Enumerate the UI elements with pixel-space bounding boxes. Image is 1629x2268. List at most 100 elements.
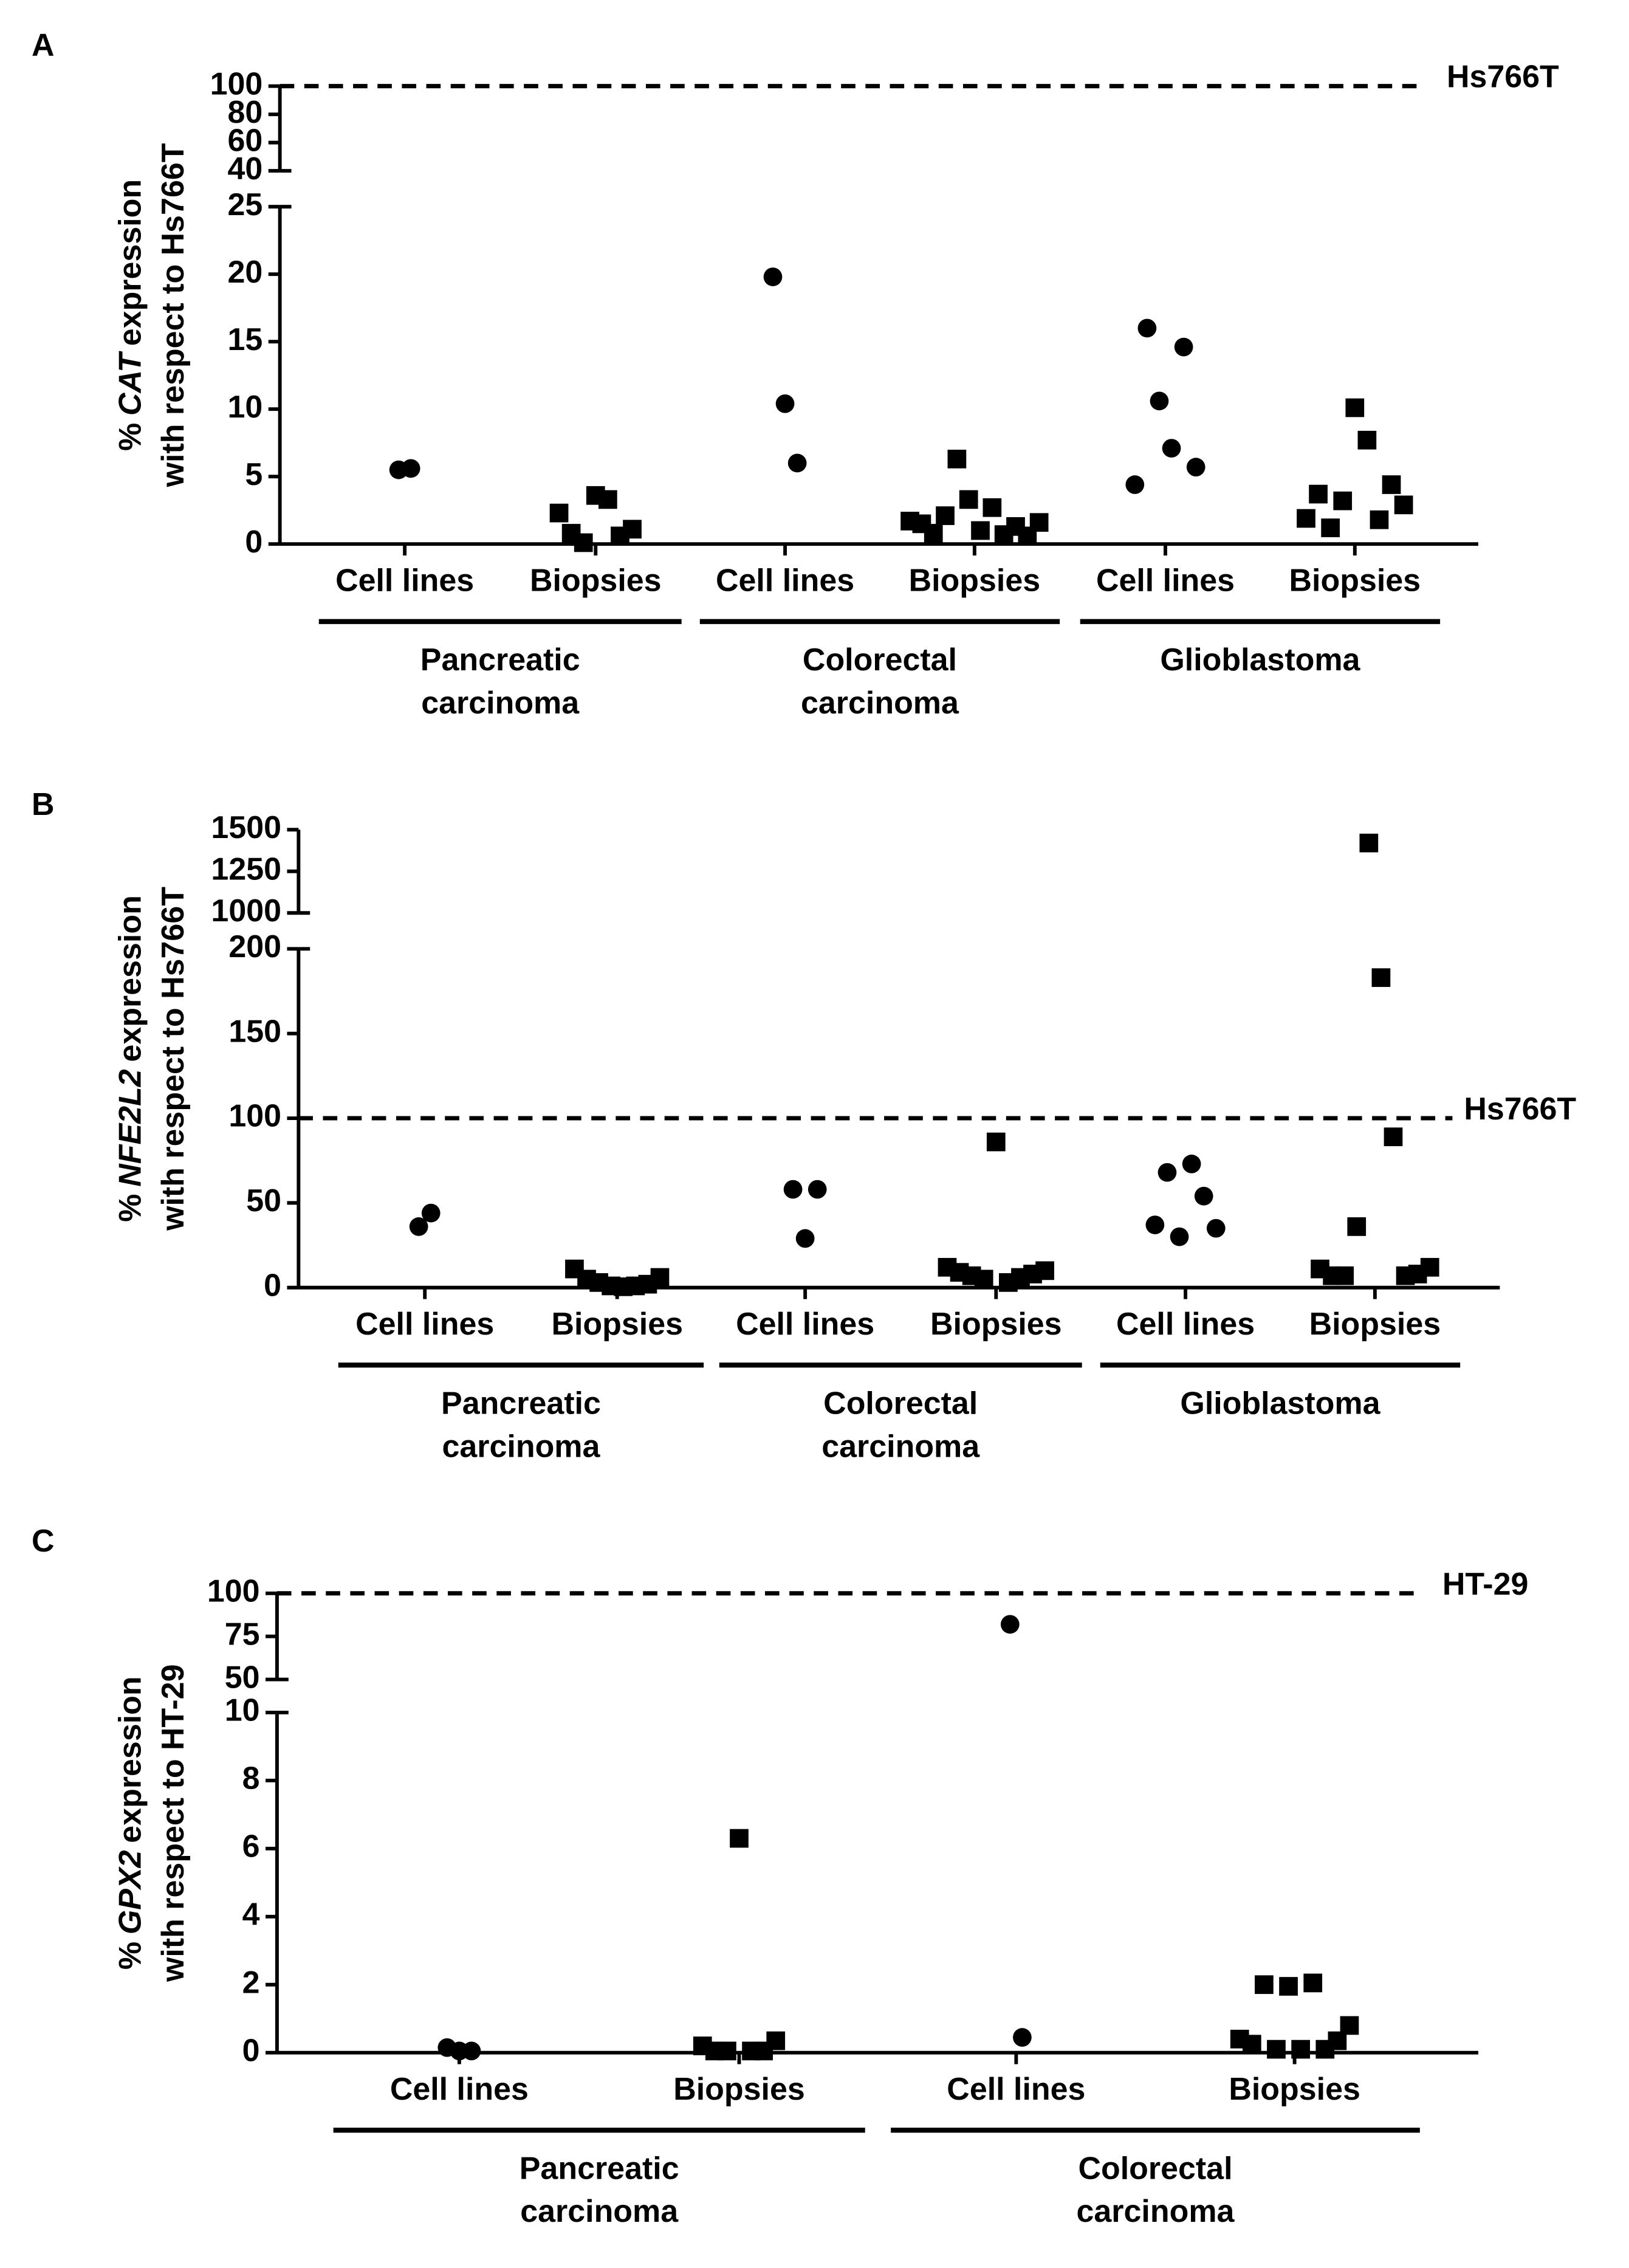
- y-axis-label: with respect to HT-29: [156, 1665, 191, 1983]
- y-axis-label: % CAT expression: [112, 179, 148, 451]
- y-tick-label: 100: [207, 1574, 260, 1609]
- data-point: [1267, 2039, 1286, 2059]
- data-point: [1206, 1218, 1226, 1238]
- data-point: [1394, 495, 1413, 515]
- y-tick-label: 40: [228, 151, 263, 187]
- data-point: [795, 1229, 815, 1248]
- data-point: [1174, 337, 1193, 357]
- y-tick-label: 100: [228, 1099, 281, 1134]
- data-point: [1125, 475, 1145, 494]
- x-tick-label: Cell lines: [390, 2072, 529, 2107]
- y-tick-label: 50: [246, 1183, 281, 1218]
- data-point: [1170, 1227, 1189, 1246]
- data-point: [1182, 1154, 1201, 1174]
- y-tick-label: 25: [228, 187, 263, 222]
- data-point: [1333, 491, 1353, 510]
- x-tick-label: Cell lines: [1096, 563, 1235, 599]
- data-point: [986, 1132, 1006, 1152]
- y-axis-label-part: CAT: [112, 351, 148, 416]
- data-point: [1255, 1975, 1274, 1995]
- y-tick-label: 10: [225, 1693, 260, 1728]
- data-point: [808, 1180, 827, 1199]
- data-point: [1157, 1163, 1177, 1182]
- data-point: [1162, 439, 1181, 458]
- data-point: [1359, 833, 1379, 853]
- group-label: Glioblastoma: [1180, 1386, 1380, 1421]
- data-point: [1309, 484, 1328, 504]
- group-label-line: Pancreatic: [420, 642, 580, 678]
- y-tick-label: 1000: [211, 893, 281, 929]
- data-point: [974, 1270, 993, 1289]
- data-point: [766, 2031, 786, 2050]
- reference-label: HT-29: [1442, 1567, 1528, 1602]
- data-point: [1321, 518, 1340, 537]
- y-axis-label: with respect to Hs766T: [156, 887, 191, 1231]
- data-point: [1340, 2016, 1359, 2035]
- data-point: [1279, 1977, 1298, 1996]
- y-tick-label: 0: [245, 524, 262, 560]
- y-tick-label: 4: [242, 1897, 260, 1932]
- data-point: [1145, 1215, 1165, 1234]
- x-tick-label: Biopsies: [1309, 1307, 1441, 1342]
- group-label: Pancreatic carcinoma: [441, 1386, 601, 1464]
- data-point: [1291, 2039, 1310, 2059]
- data-point: [462, 2041, 481, 2061]
- group-label-line: carcinoma: [801, 685, 959, 720]
- x-tick-label: Cell lines: [716, 563, 854, 599]
- panel-letter: A: [32, 28, 55, 63]
- data-point: [1194, 1186, 1213, 1206]
- reference-label: Hs766T: [1464, 1091, 1576, 1127]
- data-point: [401, 459, 420, 478]
- data-point: [1137, 318, 1157, 338]
- group-label-line: Colorectal: [803, 642, 957, 678]
- x-tick-label: Biopsies: [1289, 563, 1421, 599]
- group-label-line: Glioblastoma: [1180, 1386, 1380, 1421]
- data-point: [421, 1203, 441, 1223]
- data-point: [574, 533, 593, 552]
- data-point: [1371, 968, 1391, 988]
- panel-letter: B: [32, 787, 55, 822]
- data-point: [1297, 509, 1315, 528]
- y-axis-label-part: expression: [112, 1676, 148, 1843]
- data-point: [598, 490, 617, 509]
- data-point: [787, 453, 807, 473]
- data-point: [1335, 1266, 1354, 1285]
- data-point: [783, 1180, 803, 1199]
- group-label: Colorectal carcinoma: [1077, 2151, 1235, 2229]
- data-point: [983, 498, 1002, 517]
- data-point: [718, 2041, 736, 2061]
- data-point: [924, 524, 943, 543]
- x-tick-label: Cell lines: [335, 563, 474, 599]
- y-tick-label: 50: [225, 1660, 260, 1695]
- x-tick-label: Biopsies: [1229, 2072, 1360, 2107]
- data-point: [1242, 2035, 1261, 2054]
- data-point: [1382, 475, 1401, 494]
- data-point: [1384, 1127, 1403, 1147]
- data-point: [1186, 458, 1205, 477]
- group-label-line: carcinoma: [821, 1429, 980, 1464]
- y-tick-label: 8: [242, 1761, 260, 1796]
- y-tick-label: 5: [245, 457, 262, 492]
- y-tick-label: 10: [228, 390, 263, 425]
- y-tick-label: 20: [228, 255, 263, 290]
- data-point: [1150, 391, 1169, 411]
- y-axis-label-part: %: [112, 1194, 148, 1222]
- y-axis-label-part: expression: [112, 895, 148, 1062]
- data-point: [1420, 1257, 1439, 1277]
- data-point: [730, 1829, 749, 1848]
- y-axis-label-part: GPX2: [112, 1850, 148, 1934]
- group-label-line: Glioblastoma: [1160, 642, 1360, 678]
- y-tick-label: 150: [228, 1014, 281, 1049]
- group-label-line: Colorectal: [823, 1386, 978, 1421]
- data-point: [775, 394, 795, 413]
- x-tick-label: Cell lines: [736, 1307, 874, 1342]
- x-tick-label: Biopsies: [930, 1307, 1062, 1342]
- y-axis-label: % GPX2 expression: [112, 1676, 148, 1970]
- group-label: Colorectal carcinoma: [801, 642, 959, 721]
- y-tick-label: 100: [210, 66, 263, 101]
- data-point: [1029, 513, 1049, 532]
- data-point: [1303, 1973, 1323, 1993]
- group-label-line: carcinoma: [442, 1429, 601, 1464]
- data-point: [623, 520, 642, 539]
- group-label: Glioblastoma: [1160, 642, 1360, 678]
